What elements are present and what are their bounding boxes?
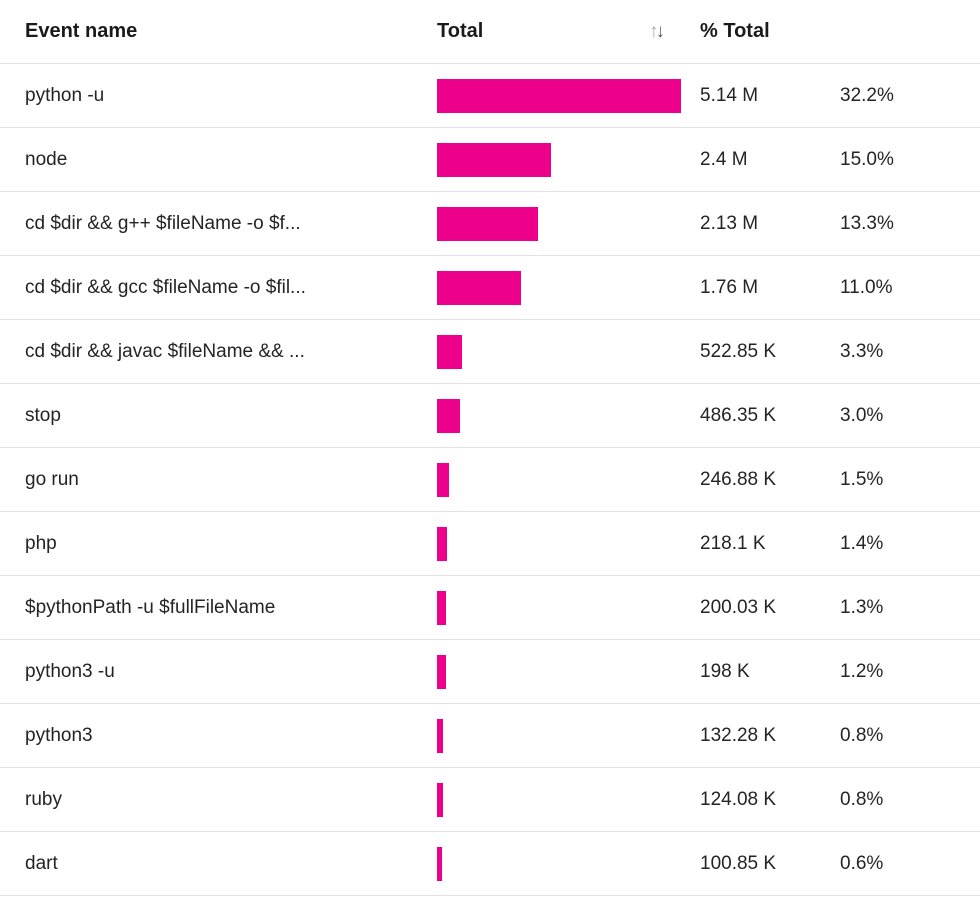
pct-value: 15.0% xyxy=(840,148,894,170)
total-value: 2.4 M xyxy=(700,148,748,170)
data-bar xyxy=(437,142,551,177)
total-bar-cell xyxy=(437,846,681,881)
data-bar xyxy=(437,398,461,433)
table-row[interactable]: stop 486.35 K 3.0% xyxy=(0,383,980,447)
table-row[interactable]: node 2.4 M 15.0% xyxy=(0,127,980,191)
table-header: Event name Total ↑↓ % Total xyxy=(0,0,980,63)
total-value: 100.85 K xyxy=(700,852,777,874)
total-value: 200.03 K xyxy=(700,596,777,618)
table-row[interactable]: python3 132.28 K 0.8% xyxy=(0,703,980,767)
total-bar-cell xyxy=(437,526,681,561)
column-header-total[interactable]: Total ↑↓ xyxy=(437,0,700,63)
column-header-pct-total[interactable]: % Total xyxy=(700,20,770,42)
total-value: 5.14 M xyxy=(700,84,759,106)
column-header-total-label: Total xyxy=(437,20,484,42)
event-name-cell: python3 xyxy=(25,724,93,746)
total-bar-cell xyxy=(437,206,681,241)
event-name-cell: php xyxy=(25,532,57,554)
total-value: 132.28 K xyxy=(700,724,777,746)
table-row[interactable]: cd $dir && gcc $fileName -o $fil... 1.76… xyxy=(0,255,980,319)
total-bar-cell xyxy=(437,334,681,369)
event-name-cell: cd $dir && g++ $fileName -o $f... xyxy=(25,212,301,234)
data-bar xyxy=(437,846,442,881)
column-header-event-name[interactable]: Event name xyxy=(25,20,138,42)
data-bar xyxy=(437,590,447,625)
total-value: 522.85 K xyxy=(700,340,777,362)
data-bar xyxy=(437,718,444,753)
table-body: python -u 5.14 M 32.2% node 2.4 M 15.0% … xyxy=(0,63,980,895)
event-name-cell: python -u xyxy=(25,84,105,106)
total-bar-cell xyxy=(437,270,681,305)
data-bar xyxy=(437,334,462,369)
pct-value: 11.0% xyxy=(840,276,893,298)
pct-value: 1.5% xyxy=(840,468,884,490)
total-bar-cell xyxy=(437,462,681,497)
table-row[interactable]: cd $dir && javac $fileName && ... 522.85… xyxy=(0,319,980,383)
data-bar xyxy=(437,270,521,305)
pct-value: 1.2% xyxy=(840,660,884,682)
total-value: 246.88 K xyxy=(700,468,777,490)
total-bar-cell xyxy=(437,142,681,177)
pct-value: 0.8% xyxy=(840,724,884,746)
total-bar-cell xyxy=(437,398,681,433)
pct-value: 13.3% xyxy=(840,212,894,234)
table-row[interactable]: dart 100.85 K 0.6% xyxy=(0,831,980,895)
pct-value: 0.8% xyxy=(840,788,884,810)
total-value: 198 K xyxy=(700,660,750,682)
total-value: 1.76 M xyxy=(700,276,759,298)
data-bar xyxy=(437,462,449,497)
total-value: 2.13 M xyxy=(700,212,759,234)
event-name-cell: cd $dir && javac $fileName && ... xyxy=(25,340,305,362)
table-row[interactable]: ruby 124.08 K 0.8% xyxy=(0,767,980,831)
pct-value: 3.3% xyxy=(840,340,884,362)
table-row[interactable]: php 218.1 K 1.4% xyxy=(0,511,980,575)
pct-value: 3.0% xyxy=(840,404,884,426)
data-bar xyxy=(437,782,443,817)
table-row[interactable]: go run 246.88 K 1.5% xyxy=(0,447,980,511)
total-value: 486.35 K xyxy=(700,404,777,426)
event-name-cell: python3 -u xyxy=(25,660,115,682)
total-bar-cell xyxy=(437,78,681,113)
event-name-cell: dart xyxy=(25,852,58,874)
event-name-cell: cd $dir && gcc $fileName -o $fil... xyxy=(25,276,306,298)
total-bar-cell xyxy=(437,718,681,753)
sort-up-arrow-icon: ↑ xyxy=(649,20,658,42)
total-bar-cell xyxy=(437,590,681,625)
pct-value: 1.3% xyxy=(840,596,884,618)
total-bar-cell xyxy=(437,782,681,817)
event-name-cell: node xyxy=(25,148,68,170)
table-row[interactable]: $pythonPath -u $fullFileName 200.03 K 1.… xyxy=(0,575,980,639)
event-name-cell: $pythonPath -u $fullFileName xyxy=(25,596,276,618)
data-bar xyxy=(437,654,447,689)
pct-value: 0.6% xyxy=(840,852,884,874)
event-name-cell: ruby xyxy=(25,788,62,810)
data-bar xyxy=(437,206,539,241)
event-name-cell: stop xyxy=(25,404,61,426)
sort-down-arrow-icon: ↓ xyxy=(655,20,665,42)
data-bar xyxy=(437,526,448,561)
event-name-cell: go run xyxy=(25,468,79,490)
pct-value: 32.2% xyxy=(840,84,894,106)
table-row[interactable]: python -u 5.14 M 32.2% xyxy=(0,63,980,127)
table-row[interactable]: python3 -u 198 K 1.2% xyxy=(0,639,980,703)
total-bar-cell xyxy=(437,654,681,689)
data-bar xyxy=(437,78,681,113)
total-value: 124.08 K xyxy=(700,788,777,810)
pct-value: 1.4% xyxy=(840,532,884,554)
table-row[interactable]: cd $dir && g++ $fileName -o $f... 2.13 M… xyxy=(0,191,980,255)
total-value: 218.1 K xyxy=(700,532,766,554)
sort-icon[interactable]: ↑↓ xyxy=(649,20,665,43)
